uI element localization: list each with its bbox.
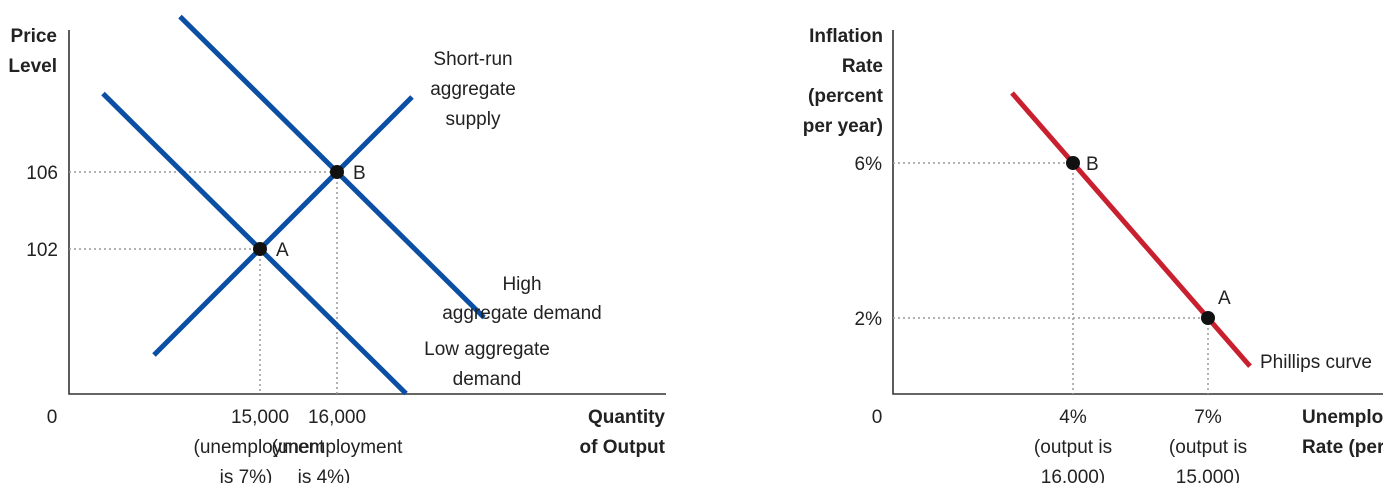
left-x-axis-label: of Output [580, 437, 666, 458]
left-x-tick-sublabel: is 4%) [298, 467, 351, 483]
right-axes [892, 30, 1383, 395]
right-y-tick-label: 6% [855, 154, 883, 175]
left-x-tick-sublabel: is 7%) [220, 467, 273, 483]
left-y-tick-label: 106 [26, 163, 58, 184]
right-y-axis-label: (percent [808, 86, 884, 107]
left-y-axis-label: Price [11, 26, 57, 47]
right-x-tick-sublabel: 16,000) [1041, 467, 1105, 483]
right-x-tick-label: 7% [1194, 407, 1222, 428]
right-x-axis-label: Rate (per [1302, 437, 1383, 458]
right-point-b [1066, 156, 1080, 170]
right-x-tick-sublabel: (output is [1169, 437, 1247, 458]
right-point-label: A [1218, 288, 1231, 309]
low-aggregate-demand-label: demand [453, 369, 522, 390]
short-run-aggregate-supply-label: supply [446, 109, 501, 130]
left-x-tick-label: 15,000 [231, 407, 289, 428]
phillips-curve-line [1010, 91, 1252, 368]
right-x-tick-sublabel: 15,000) [1176, 467, 1240, 483]
left-x-tick-sublabel: (unemployment [272, 437, 404, 458]
left-axes [68, 30, 666, 395]
short-run-aggregate-supply-label: Short-run [433, 49, 512, 70]
short-run-aggregate-supply-line [152, 95, 414, 357]
right-y-axis-label: Inflation [809, 26, 883, 47]
right-x-tick-label: 4% [1059, 407, 1087, 428]
left-point-b [330, 165, 344, 179]
left-y-axis-label: Level [8, 56, 57, 77]
right-y-axis-label: per year) [803, 116, 883, 137]
right-x-axis-label: Unemploy [1302, 407, 1383, 428]
right-origin-label: 0 [872, 407, 883, 428]
low-aggregate-demand-label: Low aggregate [424, 339, 550, 360]
left-x-tick-sublabel: (unemployment [194, 437, 326, 458]
high-aggregate-demand-line [178, 14, 486, 320]
right-point-a [1201, 311, 1215, 325]
high-aggregate-demand-label: High [502, 274, 541, 295]
right-x-tick-sublabel: (output is [1034, 437, 1112, 458]
low-aggregate-demand-line [101, 91, 408, 396]
left-x-axis-label: Quantity [588, 407, 665, 428]
left-point-label: A [276, 240, 289, 261]
right-y-tick-label: 2% [855, 309, 883, 330]
left-point-a [253, 242, 267, 256]
high-aggregate-demand-label: aggregate demand [442, 303, 602, 324]
left-point-label: B [353, 163, 366, 184]
right-y-axis-label: Rate [842, 56, 883, 77]
phillips-curve-label: Phillips curve [1260, 352, 1372, 373]
left-x-tick-label: 16,000 [308, 407, 366, 428]
short-run-aggregate-supply-label: aggregate [430, 79, 516, 100]
left-y-tick-label: 102 [26, 240, 58, 261]
left-origin-label: 0 [47, 407, 58, 428]
right-point-label: B [1086, 154, 1099, 175]
